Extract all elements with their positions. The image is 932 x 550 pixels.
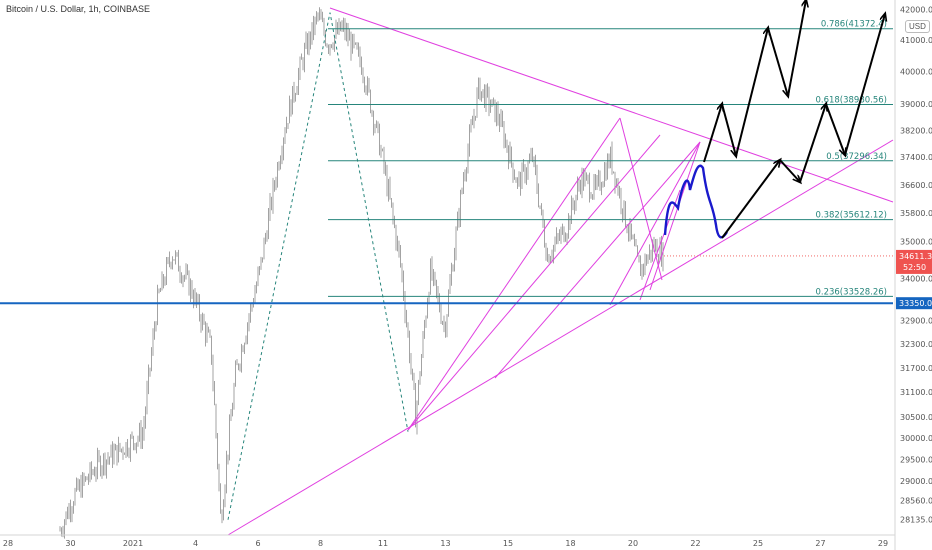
price-tick-label: 39000.00	[900, 100, 932, 109]
pattern-trendline	[619, 117, 663, 281]
current-price-text: 34611.30	[899, 252, 932, 261]
fib-level-label: 0.236(33528.26)	[815, 287, 887, 297]
projection-arrow	[787, 0, 806, 97]
time-tick-label: 15	[503, 539, 513, 548]
price-tick-label: 29500.00	[900, 455, 932, 464]
current-price-badge	[896, 249, 932, 274]
price-tick-label: 37400.00	[900, 153, 932, 162]
support-price-badge	[896, 297, 932, 310]
pattern-trendline	[407, 117, 621, 431]
time-tick-label: 18	[565, 539, 575, 548]
projection-arrow	[799, 104, 826, 183]
pattern-trendline	[649, 141, 701, 291]
price-tick-label: 31100.00	[900, 388, 932, 397]
price-tick-label: 30500.00	[900, 413, 932, 422]
pattern-trendline	[494, 141, 701, 379]
time-tick-label: 4	[193, 539, 198, 548]
currency-badge[interactable]: USD	[905, 20, 930, 33]
fib-level-label: 0.5(37296.34)	[826, 152, 887, 162]
price-tick-label: 28560.00	[900, 497, 932, 506]
price-tick-label: 38200.00	[900, 126, 932, 135]
time-tick-label: 2021	[123, 539, 143, 548]
projection-arrow	[721, 160, 780, 239]
time-tick-label: 25	[753, 539, 763, 548]
projection-arrow	[721, 103, 736, 156]
projection-arrow	[825, 103, 845, 155]
projection-arrow	[703, 104, 722, 163]
projection-wave-path	[663, 164, 729, 239]
price-tick-label: 41000.00	[900, 36, 932, 45]
time-tick-label: 13	[440, 539, 450, 548]
projection-arrow	[844, 14, 885, 156]
price-tick-label: 32900.00	[900, 316, 932, 325]
price-tick-label: 28135.00	[900, 516, 932, 525]
fib-level-label: 0.382(35612.12)	[815, 211, 887, 221]
time-tick-label: 27	[815, 539, 825, 548]
projection-arrow	[767, 27, 788, 96]
time-tick-label: 29	[878, 539, 888, 548]
time-tick-label: 11	[378, 539, 388, 548]
price-tick-label: 29000.00	[900, 477, 932, 486]
swing-dashed-line	[227, 12, 409, 520]
price-tick-label: 36600.00	[900, 181, 932, 190]
pattern-trendline	[407, 134, 661, 431]
pattern-trendline	[639, 189, 681, 301]
fib-level-label: 0.786(41372.4)	[821, 20, 887, 30]
symbol-title: Bitcoin / U.S. Dollar, 1h, COINBASE	[6, 4, 151, 14]
time-tick-label: 8	[318, 539, 323, 548]
time-tick-label: 30	[65, 539, 75, 548]
price-tick-label: 35800.00	[900, 209, 932, 218]
projection-arrow	[735, 28, 768, 157]
price-tick-label: 30000.00	[900, 434, 932, 443]
time-tick-label: 6	[255, 539, 260, 548]
price-tick-label: 35000.00	[900, 238, 932, 247]
fib-level-label: 0.618(38980.56)	[815, 96, 887, 106]
candle-countdown-text: 52:50	[903, 263, 926, 272]
pattern-trendline	[227, 139, 894, 536]
price-tick-label: 34000.00	[900, 275, 932, 284]
price-tick-label: 40000.00	[900, 68, 932, 77]
price-tick-label: 31700.00	[900, 364, 932, 373]
price-tick-label: 32300.00	[900, 340, 932, 349]
price-tick-label: 42000.00	[900, 6, 932, 15]
projection-arrow	[779, 159, 800, 182]
support-price-text: 33350.00	[899, 299, 932, 308]
time-tick-label: 28	[3, 539, 13, 548]
pattern-trendline	[609, 141, 701, 306]
time-tick-label: 20	[628, 539, 638, 548]
time-tick-label: 22	[690, 539, 700, 548]
